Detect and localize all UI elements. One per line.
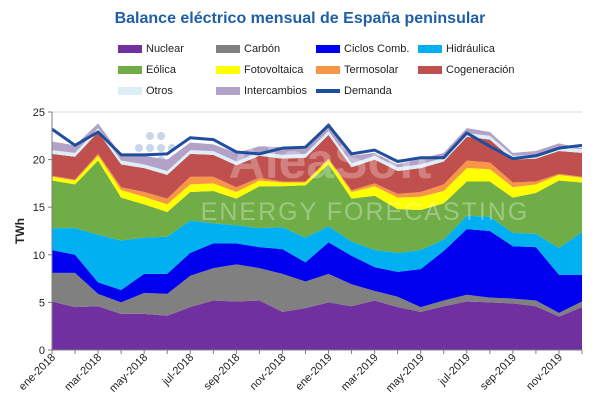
x-tick-label: jul-2018 — [160, 352, 197, 389]
legend-label: Termosolar — [344, 64, 399, 76]
legend-swatch — [118, 87, 142, 95]
x-tick-label: ene-2018 — [17, 352, 58, 393]
area-nuclear — [52, 300, 582, 350]
line-demanda — [51, 123, 583, 164]
legend-label: Intercambios — [244, 85, 307, 97]
legend-swatch — [316, 45, 340, 53]
legend-swatch — [418, 45, 442, 53]
legend-label: Fotovoltaica — [244, 64, 304, 76]
y-tick-label: 5 — [39, 297, 45, 309]
legend-swatch — [216, 87, 240, 95]
legend-label: Nuclear — [146, 43, 184, 55]
y-tick-label: 20 — [33, 155, 45, 167]
area-carbon — [52, 264, 582, 317]
legend-swatch — [316, 89, 340, 93]
area-hidraulica — [52, 215, 582, 291]
legend-swatch — [118, 66, 142, 74]
y-tick-label: 10 — [33, 250, 45, 262]
x-tick-label: nov-2019 — [524, 352, 565, 393]
x-tick-label: mar-2019 — [339, 352, 381, 394]
legend-label: Carbón — [244, 43, 281, 55]
area-cogeneracion — [52, 131, 582, 199]
x-tick-label: ene-2019 — [293, 352, 334, 393]
area-fotovoltaica — [52, 155, 582, 212]
legend-swatch — [216, 66, 240, 74]
legend-swatch — [216, 45, 240, 53]
x-tick-label: nov-2018 — [248, 352, 289, 393]
y-tick-label: 15 — [33, 202, 45, 214]
legend-swatch — [418, 66, 442, 74]
watermark-subtitle: ENERGY FORECASTING — [201, 198, 530, 226]
legend-label: Otros — [146, 85, 173, 97]
legend-label: Eólica — [146, 64, 176, 76]
y-tick-label: 0 — [39, 345, 45, 357]
x-tick-label: may-2019 — [384, 352, 427, 395]
x-tick-label: may-2018 — [107, 352, 150, 395]
y-tick-label: 25 — [33, 107, 45, 119]
legend-label: Hidráulica — [446, 43, 495, 55]
x-tick-label: sep-2019 — [478, 352, 519, 393]
legend-swatch — [118, 45, 142, 53]
legend-label: Cogeneración — [446, 64, 515, 76]
legend-label: Ciclos Comb. — [344, 43, 410, 55]
area-eolica — [52, 160, 582, 253]
x-tick-label: mar-2018 — [62, 352, 104, 394]
x-tick-label: jul-2019 — [436, 352, 473, 389]
x-tick-label: sep-2018 — [202, 352, 243, 393]
chart-title: Balance eléctrico mensual de España peni… — [114, 10, 486, 27]
legend-swatch — [316, 66, 340, 74]
y-axis-label: TWh — [13, 218, 27, 244]
legend-label: Demanda — [344, 85, 392, 97]
area-ciclos-comb — [52, 229, 582, 313]
